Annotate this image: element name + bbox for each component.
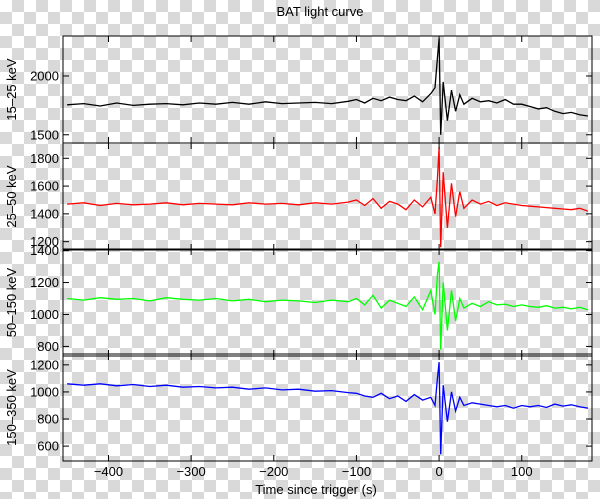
x-tick-label-1: −300 <box>176 464 205 479</box>
panel-frame-1 <box>62 142 593 251</box>
series-line-2 <box>67 261 589 350</box>
x-tick-label-5: 100 <box>511 464 533 479</box>
y-tick-label-0-1: 2000 <box>30 68 59 83</box>
panel-frame-3 <box>62 353 593 462</box>
y-axis-label-3: 150–350 keV <box>4 369 19 446</box>
y-axis-label-1: 25–50 keV <box>4 165 19 227</box>
series-line-1 <box>67 147 589 248</box>
y-tick-label-1-2: 1600 <box>30 179 59 194</box>
y-tick-label-0-0: 1500 <box>30 127 59 142</box>
x-tick-label-0: −400 <box>94 464 123 479</box>
panel-0: 1500 2000 15–25 keV <box>4 35 593 144</box>
y-tick-label-3-3: 1200 <box>30 357 59 372</box>
y-axis-label-0: 15–25 keV <box>4 58 19 120</box>
series-line-3 <box>67 362 589 455</box>
x-axis-label: Time since trigger (s) <box>255 482 377 497</box>
y-tick-label-1-0: 1200 <box>30 234 59 249</box>
x-tick-label-4: 0 <box>435 464 442 479</box>
y-tick-label-1-3: 1800 <box>30 151 59 166</box>
panel-frame-2 <box>62 248 593 357</box>
y-tick-label-3-0: 600 <box>37 439 59 454</box>
y-tick-label-3-2: 1000 <box>30 384 59 399</box>
y-axis-label-2: 50–150 keV <box>4 267 19 337</box>
panel-2: 800 1000 1200 1400 50–150 keV <box>4 243 593 357</box>
y-tick-label-3-1: 800 <box>37 412 59 427</box>
x-axis: −400 −300 −200 −100 0 100 <box>94 464 533 479</box>
panel-1: 1200 1400 1600 1800 25–50 keV <box>4 142 593 251</box>
panel-3: 600 800 1000 1200 150–350 keV <box>4 353 593 462</box>
y-tick-label-2-2: 1200 <box>30 275 59 290</box>
y-tick-label-2-0: 800 <box>37 339 59 354</box>
series-line-0 <box>67 38 588 135</box>
y-tick-label-2-1: 1000 <box>30 307 59 322</box>
x-tick-label-3: −100 <box>342 464 371 479</box>
x-tick-label-2: −200 <box>259 464 288 479</box>
y-tick-label-2-3: 1400 <box>30 243 59 258</box>
chart-title: BAT light curve <box>277 4 364 19</box>
panel-frame-0 <box>62 35 593 144</box>
y-tick-label-1-1: 1400 <box>30 206 59 221</box>
